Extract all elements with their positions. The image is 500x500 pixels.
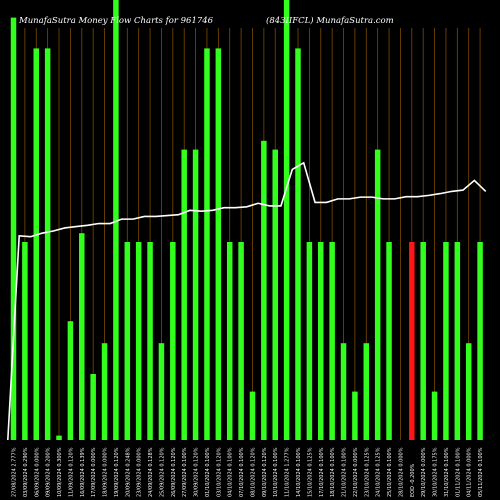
x-tick-label: 24/09/2024 0.128% [148,447,154,497]
bar-up [363,343,370,440]
x-tick-label: 29/10/2024 0.000% [421,447,427,497]
x-tick-label: 07/10/2024 0.100% [239,447,245,497]
x-tick-label: 30/10/2024 0.175% [433,447,439,497]
bar-up [158,343,165,440]
bar-up [10,17,17,440]
x-tick-label: 17/10/2024 0.100% [319,447,325,497]
bar-up [340,343,347,440]
bar-up [67,321,74,440]
bar-up [44,48,51,441]
bar-up [465,343,472,440]
bar-layer [10,0,483,441]
x-tick-label: 17/09/2024 0.000% [91,447,97,497]
x-tick-label: 24/10/2024 0.125% [376,447,382,497]
bar-up [238,242,244,440]
x-tick-label: 27/08/2024 2.777% [12,447,18,497]
x-tick-label: 23/10/2024 0.125% [364,447,370,497]
bar-up [352,391,358,440]
bar-up [113,0,119,440]
bar-up [477,242,483,440]
x-tick-label: 01/11/2024 0.100% [455,447,461,497]
x-tick-label: 23/09/2024 0.000% [137,447,143,497]
x-tick-label: 09/09/2024 0.200% [46,447,52,497]
bar-up [101,343,108,440]
x-tick-label: 31/10/2024 0.100% [444,447,450,497]
x-tick-label: 26/09/2024 0.120% [171,447,177,497]
bar-up [192,149,199,440]
x-tick-label: 03/09/2024 0.290% [23,447,29,497]
x-tick-label: 10/10/2024 0.100% [273,447,279,497]
bar-up [386,242,392,440]
x-tick-label: 28/10/2024 0.000% [398,447,404,497]
bar-up [420,242,426,440]
bar-up [181,149,187,440]
bar-up [226,242,233,440]
x-tick-label: 10/09/2024 0.300% [57,447,63,497]
bar-up [124,242,131,440]
bar-up [318,242,324,440]
bar-up [249,391,256,440]
x-tick-label: 08/10/2024 0.120% [250,447,256,497]
x-tick-label: 20/09/2024 0.248% [125,447,131,497]
x-tick-label: 25/09/2024 0.120% [159,447,165,497]
x-tick-label: 30/09/2024 0.120% [194,447,200,497]
x-tick-label: 14/10/2024 0.100% [296,447,302,497]
x-tick-label: 11/09/2024 0.120% [68,447,74,497]
bar-up [295,48,301,441]
bar-up [454,242,461,440]
x-tick-label: 18/09/2024 0.000% [103,447,109,497]
x-tick-label: 18/10/2024 0.100% [330,447,336,497]
x-tick-label: EOD -0.200% [410,463,416,497]
bar-up [22,242,28,440]
bar-down [409,242,415,440]
bar-up [204,48,210,441]
x-tick-label: 15/10/2024 0.125% [307,447,313,497]
bar-up [443,242,449,440]
x-tick-label: 01/10/2024 0.100% [205,447,211,497]
x-tick-label: 06/09/2024 0.000% [34,447,40,497]
money-flow-line [7,161,487,441]
bar-up [170,242,176,440]
line-layer [7,161,487,441]
chart-header-right: (843IIFCL) MunafaSutra.com [266,15,394,26]
x-tick-label: 19/09/2024 0.120% [114,447,120,497]
bar-up [329,242,335,440]
x-tick-label: 03/10/2024 0.120% [216,447,222,497]
bar-up [431,391,438,440]
label-layer: 27/08/2024 2.777% 03/09/2024 0.290% 06/09/… [12,447,485,497]
x-tick-label: 22/10/2024 0.000% [353,447,359,497]
bar-up [90,374,96,440]
bar-up [79,233,85,440]
x-tick-label: 16/09/2024 0.139% [80,447,86,497]
bar-up [135,242,142,440]
x-tick-label: 11/10/2024 1.277% [285,447,291,497]
chart-header-left: MunafaSutra Money Flow Charts for 961746 [18,16,214,26]
x-tick-label: 05/11/2024 0.100% [478,447,484,497]
bar-up [374,149,381,440]
x-tick-label: 27/09/2024 0.100% [182,447,188,497]
bar-up [306,242,313,440]
bar-up [261,140,267,441]
x-tick-label: 21/10/2024 0.100% [342,447,348,497]
bar-up [215,48,222,441]
x-tick-label: 04/10/2024 0.100% [228,447,234,497]
bar-up [283,0,290,440]
bar-up [56,435,62,440]
x-tick-label: 09/10/2024 0.120% [262,447,268,497]
bar-up [272,149,278,440]
bar-up [147,242,153,440]
x-tick-label: 04/11/2024 0.000% [467,447,473,497]
bar-up [33,48,40,441]
x-tick-label: 25/10/2024 0.100% [387,447,393,497]
